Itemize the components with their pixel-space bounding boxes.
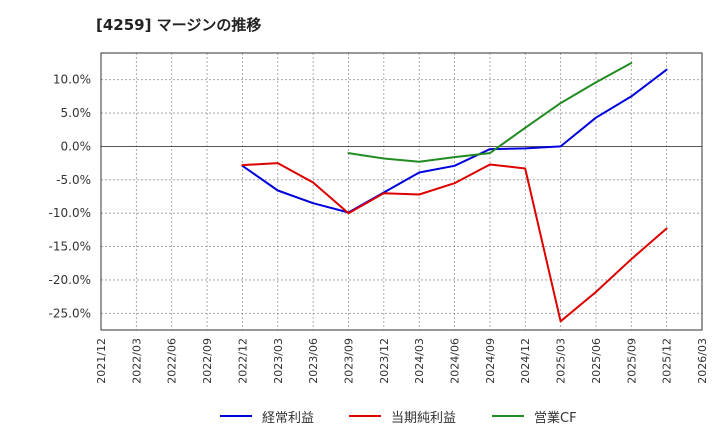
x-tick-label: 2024/03	[413, 338, 426, 384]
series-line-2	[347, 62, 633, 163]
legend-swatch-keijo	[220, 415, 252, 417]
plot-background	[101, 53, 702, 330]
x-tick-label: 2024/12	[519, 338, 532, 384]
y-tick-label: -10.0%	[49, 206, 91, 220]
x-tick-label: 2024/09	[484, 338, 497, 384]
y-tick-label: -5.0%	[56, 173, 91, 187]
x-tick-label: 2025/03	[555, 338, 568, 384]
legend-swatch-eigyo-cf	[492, 415, 524, 417]
x-tick-label: 2022/06	[166, 338, 179, 384]
x-tick-label: 2023/09	[342, 338, 355, 384]
series-line-1	[241, 162, 668, 323]
legend-label-eigyo-cf: 営業CF	[534, 410, 577, 426]
x-tick-label: 2025/09	[625, 338, 638, 384]
legend-item-eigyo-cf: 営業CF	[492, 404, 577, 428]
chart-title: [4259] マージンの推移	[96, 16, 262, 34]
x-tick-label: 2022/03	[130, 338, 143, 384]
x-tick-label: 2024/06	[449, 338, 462, 384]
y-tick-label: -25.0%	[49, 306, 91, 320]
y-tick-label: 5.0%	[61, 106, 92, 120]
series-line-0	[241, 68, 668, 214]
legend-label-junrieki: 当期純利益	[391, 410, 457, 426]
x-tick-label: 2026/03	[696, 338, 709, 384]
plot-frame	[100, 52, 703, 331]
series-layer	[241, 62, 668, 323]
y-tick-label: 0.0%	[61, 139, 92, 153]
x-tick-label: 2023/03	[272, 338, 285, 384]
legend-swatch-junrieki	[349, 415, 381, 417]
y-axis-ticks: 10.0% 5.0% 0.0% -5.0% -10.0% -15.0% -20.0% -25.…	[49, 73, 91, 321]
x-tick-label: 2023/12	[378, 338, 391, 384]
y-tick-label: -20.0%	[49, 273, 91, 287]
x-axis-ticks: 2021/12 2022/03 2022/06 2022/09 2022/12 2023/…	[95, 338, 709, 384]
legend-item-keijo: 経常利益	[220, 404, 314, 428]
x-tick-label: 2022/09	[201, 338, 214, 384]
legend: 経常利益 当期純利益 営業CF	[0, 404, 720, 428]
y-tick-label: -15.0%	[49, 240, 91, 254]
legend-label-keijo: 経常利益	[262, 410, 315, 426]
x-tick-label: 2022/12	[236, 338, 249, 384]
legend-item-junrieki: 当期純利益	[349, 404, 456, 428]
x-tick-label: 2025/06	[590, 338, 603, 384]
x-tick-label: 2021/12	[95, 338, 108, 384]
x-tick-label: 2025/12	[661, 338, 674, 384]
y-tick-label: 10.0%	[53, 73, 91, 87]
x-tick-label: 2023/06	[307, 338, 320, 384]
